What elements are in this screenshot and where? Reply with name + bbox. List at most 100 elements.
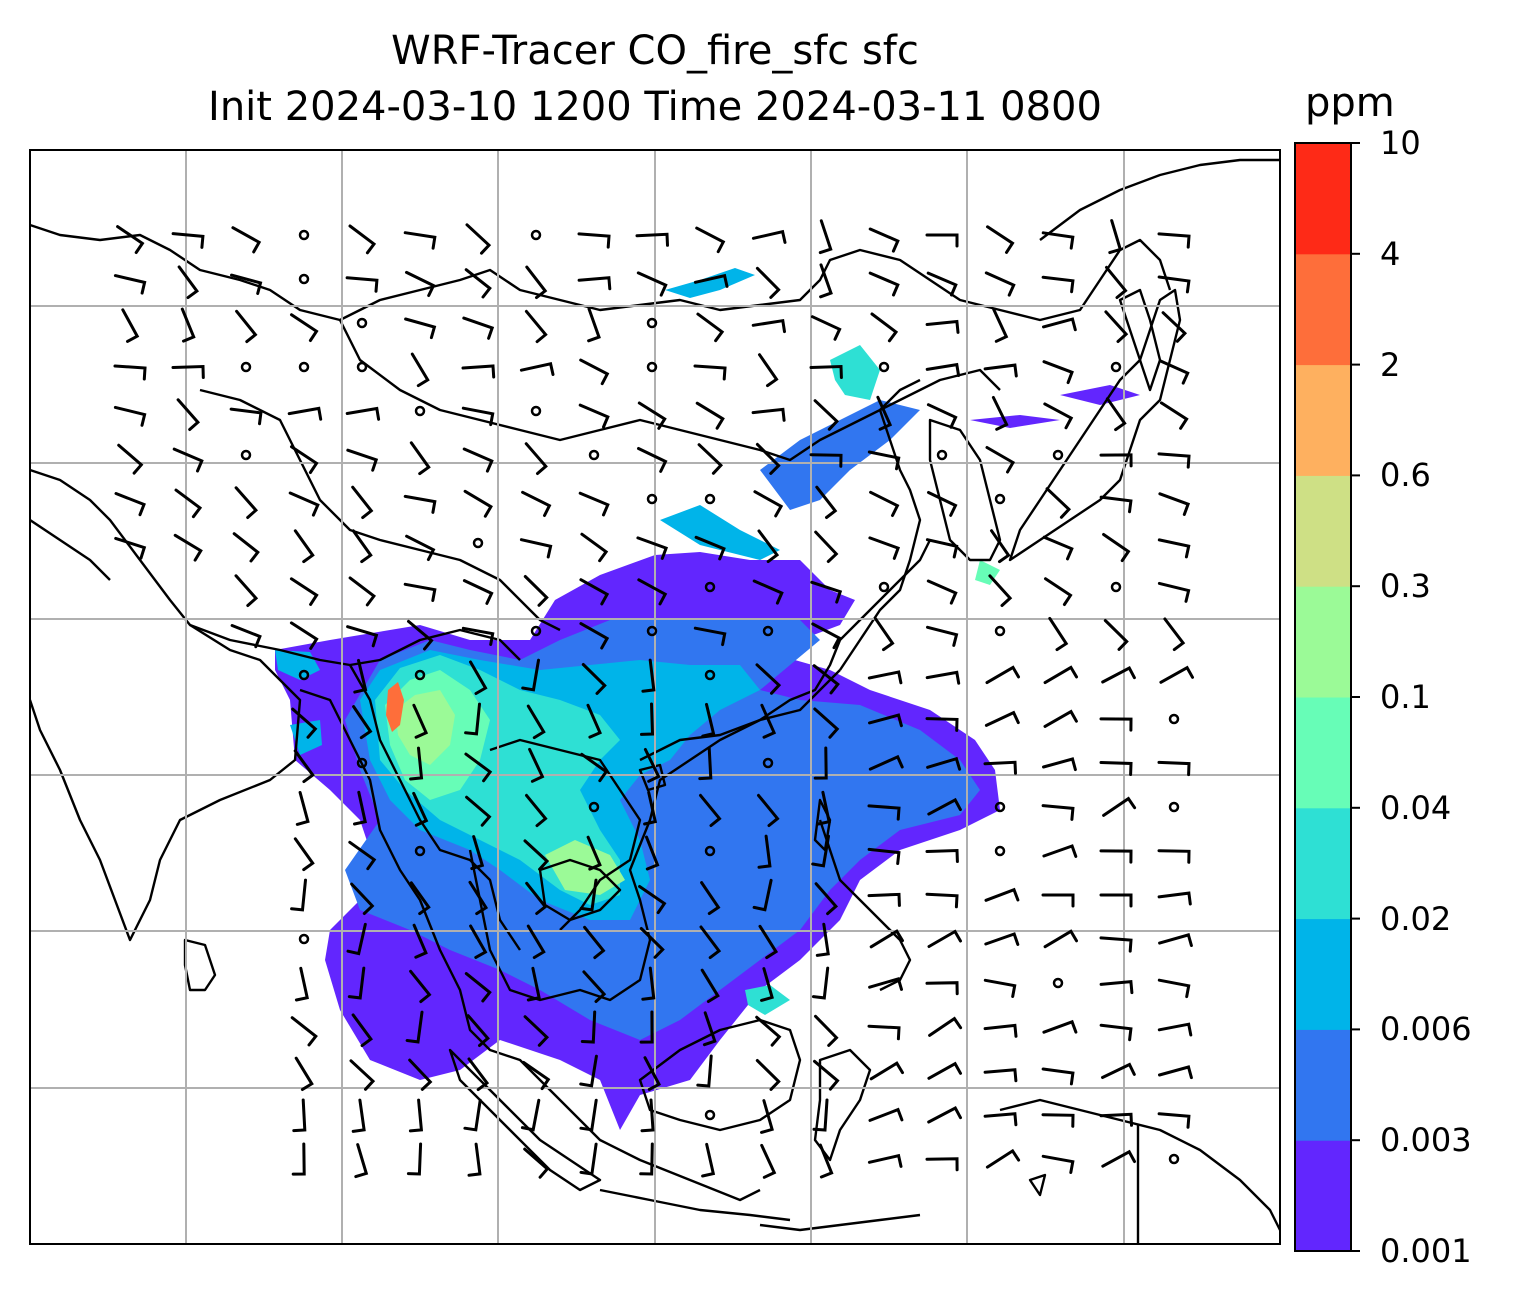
calm-wind-marker [994, 801, 1006, 813]
wind-barb [812, 664, 840, 695]
wind-barb [811, 622, 842, 650]
calm-wind-marker [994, 845, 1006, 857]
wind-barb [700, 881, 721, 915]
colorbar-segment [1295, 253, 1351, 366]
wind-barb [983, 363, 1018, 378]
wind-barb [405, 270, 436, 297]
wind-barb [180, 307, 196, 343]
wind-barb [409, 441, 431, 476]
wind-barb [579, 878, 598, 912]
wind-barb [693, 626, 727, 647]
wind-barb [809, 364, 843, 379]
wind-barb [523, 575, 549, 607]
wind-barb [755, 442, 781, 475]
wind-barb [925, 233, 959, 248]
plume-north-wisp [665, 268, 755, 298]
wind-barb [293, 749, 315, 784]
wind-barb [984, 932, 1020, 946]
wind-barb [467, 1142, 482, 1177]
wind-barb [1099, 717, 1133, 732]
wind-barb [409, 969, 432, 1004]
wind-barb [985, 665, 1020, 685]
calm-wind-marker [298, 273, 310, 285]
calm-wind-marker [240, 449, 252, 461]
wind-barb [581, 663, 607, 695]
wind-barb [113, 405, 147, 427]
wind-barb [462, 447, 494, 473]
wind-barb [524, 309, 548, 344]
wind-barb [407, 619, 434, 651]
wind-barb [409, 746, 424, 781]
wind-barb [291, 1142, 306, 1176]
calm-wind-marker [530, 625, 542, 637]
wind-barb [121, 308, 140, 343]
wind-barb [528, 747, 545, 783]
wind-barb [229, 407, 263, 426]
wind-barb [409, 881, 431, 916]
wind-barb [925, 670, 961, 685]
wind-barb [410, 352, 430, 388]
wind-barb [1157, 1022, 1193, 1037]
wind-barb [464, 752, 493, 783]
colorbar-unit: ppm [1305, 80, 1395, 126]
wind-barb [1043, 665, 1078, 685]
coastline-timor [1028, 1173, 1047, 1197]
wind-barb [1099, 761, 1133, 776]
coastline-india [30, 468, 302, 942]
coastline-java [599, 1188, 791, 1222]
calm-wind-marker [1110, 361, 1122, 373]
wind-barb [813, 746, 828, 780]
wind-barb [868, 713, 903, 728]
wind-barb [809, 453, 843, 468]
wind-barb [347, 966, 366, 1000]
calm-wind-marker [646, 625, 658, 637]
wind-barb [349, 1059, 376, 1091]
wind-barb [1043, 929, 1078, 949]
wind-barb [345, 276, 379, 293]
wind-barb [696, 1054, 713, 1088]
wind-barb [525, 881, 548, 915]
wind-barb [983, 1023, 1018, 1038]
wind-barb [523, 1147, 550, 1179]
wind-barb [1043, 402, 1074, 430]
colorbar-tick-label: 10 [1380, 124, 1421, 162]
wind-barb [578, 403, 610, 429]
wind-barb [290, 445, 319, 474]
wind-barb [751, 318, 786, 334]
colorbar-segment [1295, 364, 1351, 476]
coastline-sakhalin [1118, 288, 1162, 392]
colorbar-segment [1295, 586, 1351, 698]
wind-barb [752, 878, 773, 912]
wind-barb [171, 232, 205, 249]
wind-barb [868, 1107, 904, 1122]
wind-barb [701, 702, 716, 738]
wind-barb [351, 1013, 373, 1048]
wind-barb [1042, 535, 1074, 561]
wind-barb [461, 406, 495, 427]
wind-barb [926, 756, 962, 771]
wind-barb [1157, 275, 1191, 294]
wind-barb [464, 268, 492, 299]
wind-barb [1102, 796, 1137, 817]
calm-wind-marker [936, 449, 948, 461]
calm-wind-marker [762, 757, 774, 769]
wind-barb [1041, 1113, 1075, 1128]
wind-barb [643, 790, 658, 826]
wind-barb [519, 538, 553, 559]
wind-barb [523, 1015, 550, 1047]
wind-barb [351, 529, 373, 564]
wind-barb [1099, 1112, 1133, 1127]
calm-wind-marker [356, 317, 368, 329]
wind-barb [1157, 978, 1191, 999]
wind-barb [290, 1016, 318, 1047]
wind-barb [1103, 619, 1129, 651]
wind-barb [1101, 1149, 1136, 1168]
calm-wind-marker [878, 581, 890, 593]
calm-wind-marker [994, 625, 1006, 637]
wind-barb [811, 834, 830, 868]
wind-barb [579, 578, 610, 606]
wind-barb [1157, 581, 1191, 603]
wind-barb [1157, 849, 1191, 864]
wind-barb [578, 491, 610, 517]
wind-barb [524, 442, 548, 475]
